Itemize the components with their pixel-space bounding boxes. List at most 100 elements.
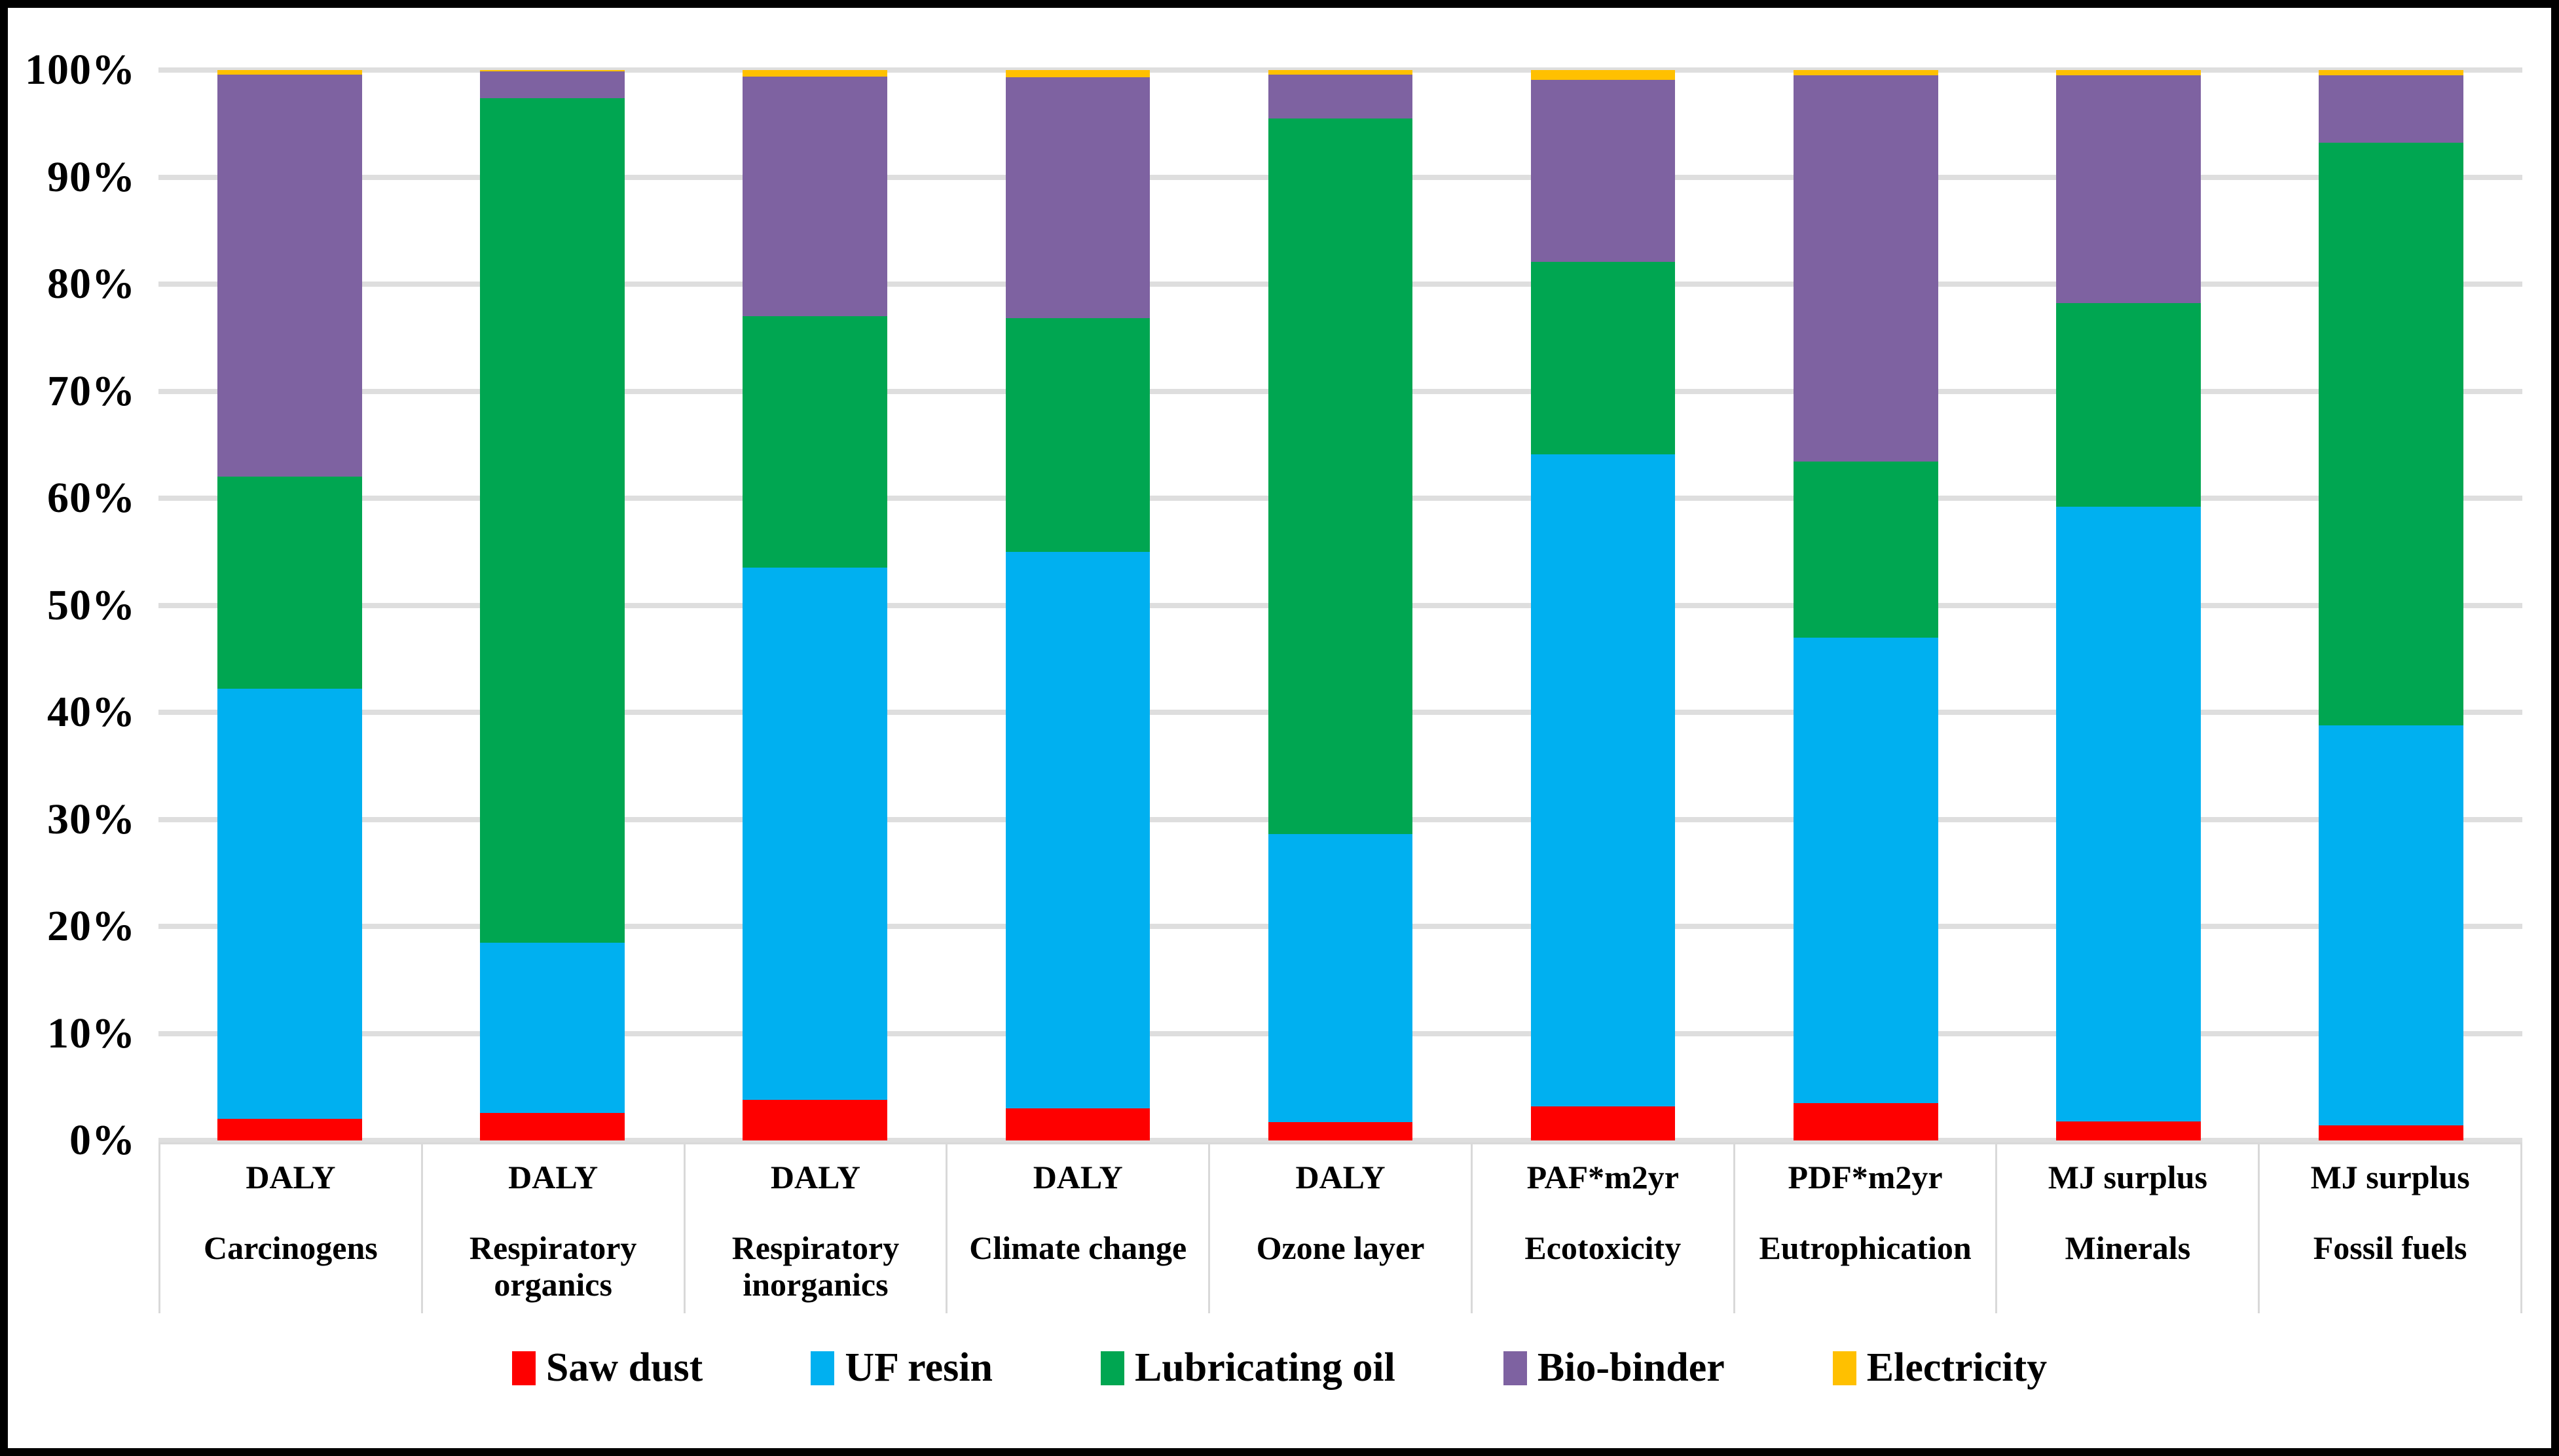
- category-name-label: Respiratory inorganics: [731, 1229, 900, 1303]
- bar-segment-saw-dust: [217, 1119, 362, 1140]
- category-unit-label: MJ surplus: [2310, 1159, 2470, 1195]
- bar-segment-electricity: [1268, 70, 1413, 75]
- bar-segment-lubricating-oil: [1005, 318, 1151, 552]
- bar-segment-electricity: [1793, 70, 1938, 76]
- bar-column-respiratory-organics: [421, 70, 684, 1140]
- bars-layer: [158, 70, 2522, 1140]
- category-cell-fossil-fuels: MJ surplus Fossil fuels: [2258, 1144, 2523, 1313]
- category-cell-eutrophication: PDF*m2yr Eutrophication: [1733, 1144, 1996, 1313]
- legend-swatch-saw-dust-icon: [511, 1351, 536, 1385]
- bar-segment-saw-dust: [1005, 1108, 1151, 1140]
- bar-column-minerals: [1997, 70, 2260, 1140]
- legend-label-lubricating-oil: Lubricating oil: [1134, 1345, 1395, 1390]
- category-unit-label: DALY: [1033, 1159, 1123, 1195]
- category-unit-label: PDF*m2yr: [1788, 1159, 1943, 1195]
- bar-segment-bio-binder: [1530, 79, 1676, 262]
- bar-segment-uf-resin: [217, 689, 362, 1119]
- bar-column-fossil-fuels: [2260, 70, 2522, 1140]
- gridline-0: [158, 1138, 2522, 1143]
- legend-swatch-uf-resin-icon: [811, 1351, 835, 1385]
- bar-segment-lubricating-oil: [1268, 118, 1413, 835]
- bar-segment-bio-binder: [743, 76, 888, 317]
- category-name-label: Minerals: [2065, 1229, 2191, 1266]
- legend-swatch-electricity-icon: [1832, 1351, 1856, 1385]
- legend-swatch-lubricating-oil-icon: [1100, 1351, 1124, 1385]
- bar-segment-electricity: [1005, 70, 1151, 78]
- bar-eutrophication: [1793, 70, 1938, 1140]
- bar-segment-bio-binder: [2319, 75, 2463, 143]
- category-cell-respiratory-inorganics: DALY Respiratory inorganics: [683, 1144, 946, 1313]
- bar-segment-bio-binder: [480, 71, 625, 98]
- bar-segment-uf-resin: [1268, 834, 1413, 1123]
- y-tick-label-20: 20%: [47, 902, 136, 950]
- bar-ozone-layer: [1268, 70, 1413, 1140]
- y-tick-label-100: 100%: [25, 46, 136, 94]
- bar-climate-change: [1005, 70, 1151, 1140]
- bar-segment-saw-dust: [480, 1112, 625, 1140]
- y-axis-tick-labels: 0% 10% 20% 30% 40% 50% 60% 70% 80% 90% 100%: [8, 46, 142, 1164]
- bar-ecotoxicity: [1530, 70, 1676, 1140]
- category-unit-label: DALY: [246, 1159, 336, 1195]
- y-tick-label-80: 80%: [47, 260, 136, 308]
- bar-segment-uf-resin: [480, 942, 625, 1113]
- bar-minerals: [2056, 70, 2201, 1140]
- y-tick-label-30: 30%: [47, 795, 136, 843]
- bar-respiratory-inorganics: [743, 70, 888, 1140]
- y-tick-label-50: 50%: [47, 581, 136, 629]
- y-tick-label-70: 70%: [47, 367, 136, 415]
- bar-segment-lubricating-oil: [2056, 303, 2201, 507]
- category-cell-carcinogens: DALY Carcinogens: [158, 1144, 421, 1313]
- legend-label-uf-resin: UF resin: [845, 1345, 993, 1390]
- bar-segment-uf-resin: [1530, 454, 1676, 1106]
- y-tick-label-90: 90%: [47, 153, 136, 201]
- legend-swatch-bio-binder-icon: [1503, 1351, 1527, 1385]
- bar-column-carcinogens: [158, 70, 421, 1140]
- bar-column-respiratory-inorganics: [684, 70, 946, 1140]
- bar-segment-lubricating-oil: [217, 477, 362, 689]
- bar-segment-saw-dust: [2319, 1125, 2463, 1140]
- category-name-label: Eutrophication: [1759, 1229, 1972, 1266]
- y-tick-label-40: 40%: [47, 688, 136, 736]
- category-cell-respiratory-organics: DALY Respiratory organics: [420, 1144, 684, 1313]
- bar-segment-electricity: [743, 70, 888, 77]
- bar-segment-uf-resin: [1793, 637, 1938, 1103]
- bar-segment-uf-resin: [2319, 725, 2463, 1126]
- bar-segment-lubricating-oil: [2319, 143, 2463, 725]
- bar-segment-electricity: [2056, 70, 2201, 76]
- legend-item-lubricating-oil: Lubricating oil: [1100, 1345, 1395, 1391]
- bar-segment-uf-resin: [1005, 551, 1151, 1108]
- category-name-label: Respiratory organics: [469, 1229, 637, 1303]
- bar-segment-electricity: [480, 70, 625, 71]
- category-cell-ecotoxicity: PAF*m2yr Ecotoxicity: [1470, 1144, 1733, 1313]
- bar-column-climate-change: [946, 70, 1209, 1140]
- plot-area: [158, 67, 2522, 1143]
- category-unit-label: DALY: [770, 1159, 860, 1195]
- bar-segment-uf-resin: [743, 568, 888, 1100]
- bar-segment-saw-dust: [743, 1099, 888, 1140]
- bar-column-ozone-layer: [1209, 70, 1471, 1140]
- bar-segment-saw-dust: [1530, 1106, 1676, 1140]
- category-name-label: Carcinogens: [204, 1229, 378, 1266]
- bar-segment-bio-binder: [217, 74, 362, 477]
- bar-segment-lubricating-oil: [1530, 261, 1676, 454]
- category-name-label: Climate change: [969, 1229, 1187, 1266]
- category-unit-label: DALY: [1295, 1159, 1386, 1195]
- bar-segment-uf-resin: [2056, 507, 2201, 1121]
- bar-respiratory-organics: [480, 70, 625, 1140]
- bar-segment-electricity: [217, 70, 362, 75]
- category-unit-label: PAF*m2yr: [1526, 1159, 1679, 1195]
- bar-carcinogens: [217, 70, 362, 1140]
- category-name-label: Fossil fuels: [2313, 1229, 2467, 1266]
- legend-item-saw-dust: Saw dust: [511, 1345, 703, 1391]
- category-cell-minerals: MJ surplus Minerals: [1995, 1144, 2258, 1313]
- legend-label-saw-dust: Saw dust: [545, 1345, 703, 1390]
- category-name-label: Ecotoxicity: [1524, 1229, 1682, 1266]
- bar-segment-electricity: [2319, 70, 2463, 76]
- category-cell-climate-change: DALY Climate change: [946, 1144, 1208, 1313]
- y-tick-label-10: 10%: [47, 1009, 136, 1057]
- bar-segment-bio-binder: [2056, 75, 2201, 304]
- category-unit-label: DALY: [508, 1159, 598, 1195]
- bar-segment-bio-binder: [1268, 74, 1413, 118]
- bar-segment-lubricating-oil: [1793, 462, 1938, 638]
